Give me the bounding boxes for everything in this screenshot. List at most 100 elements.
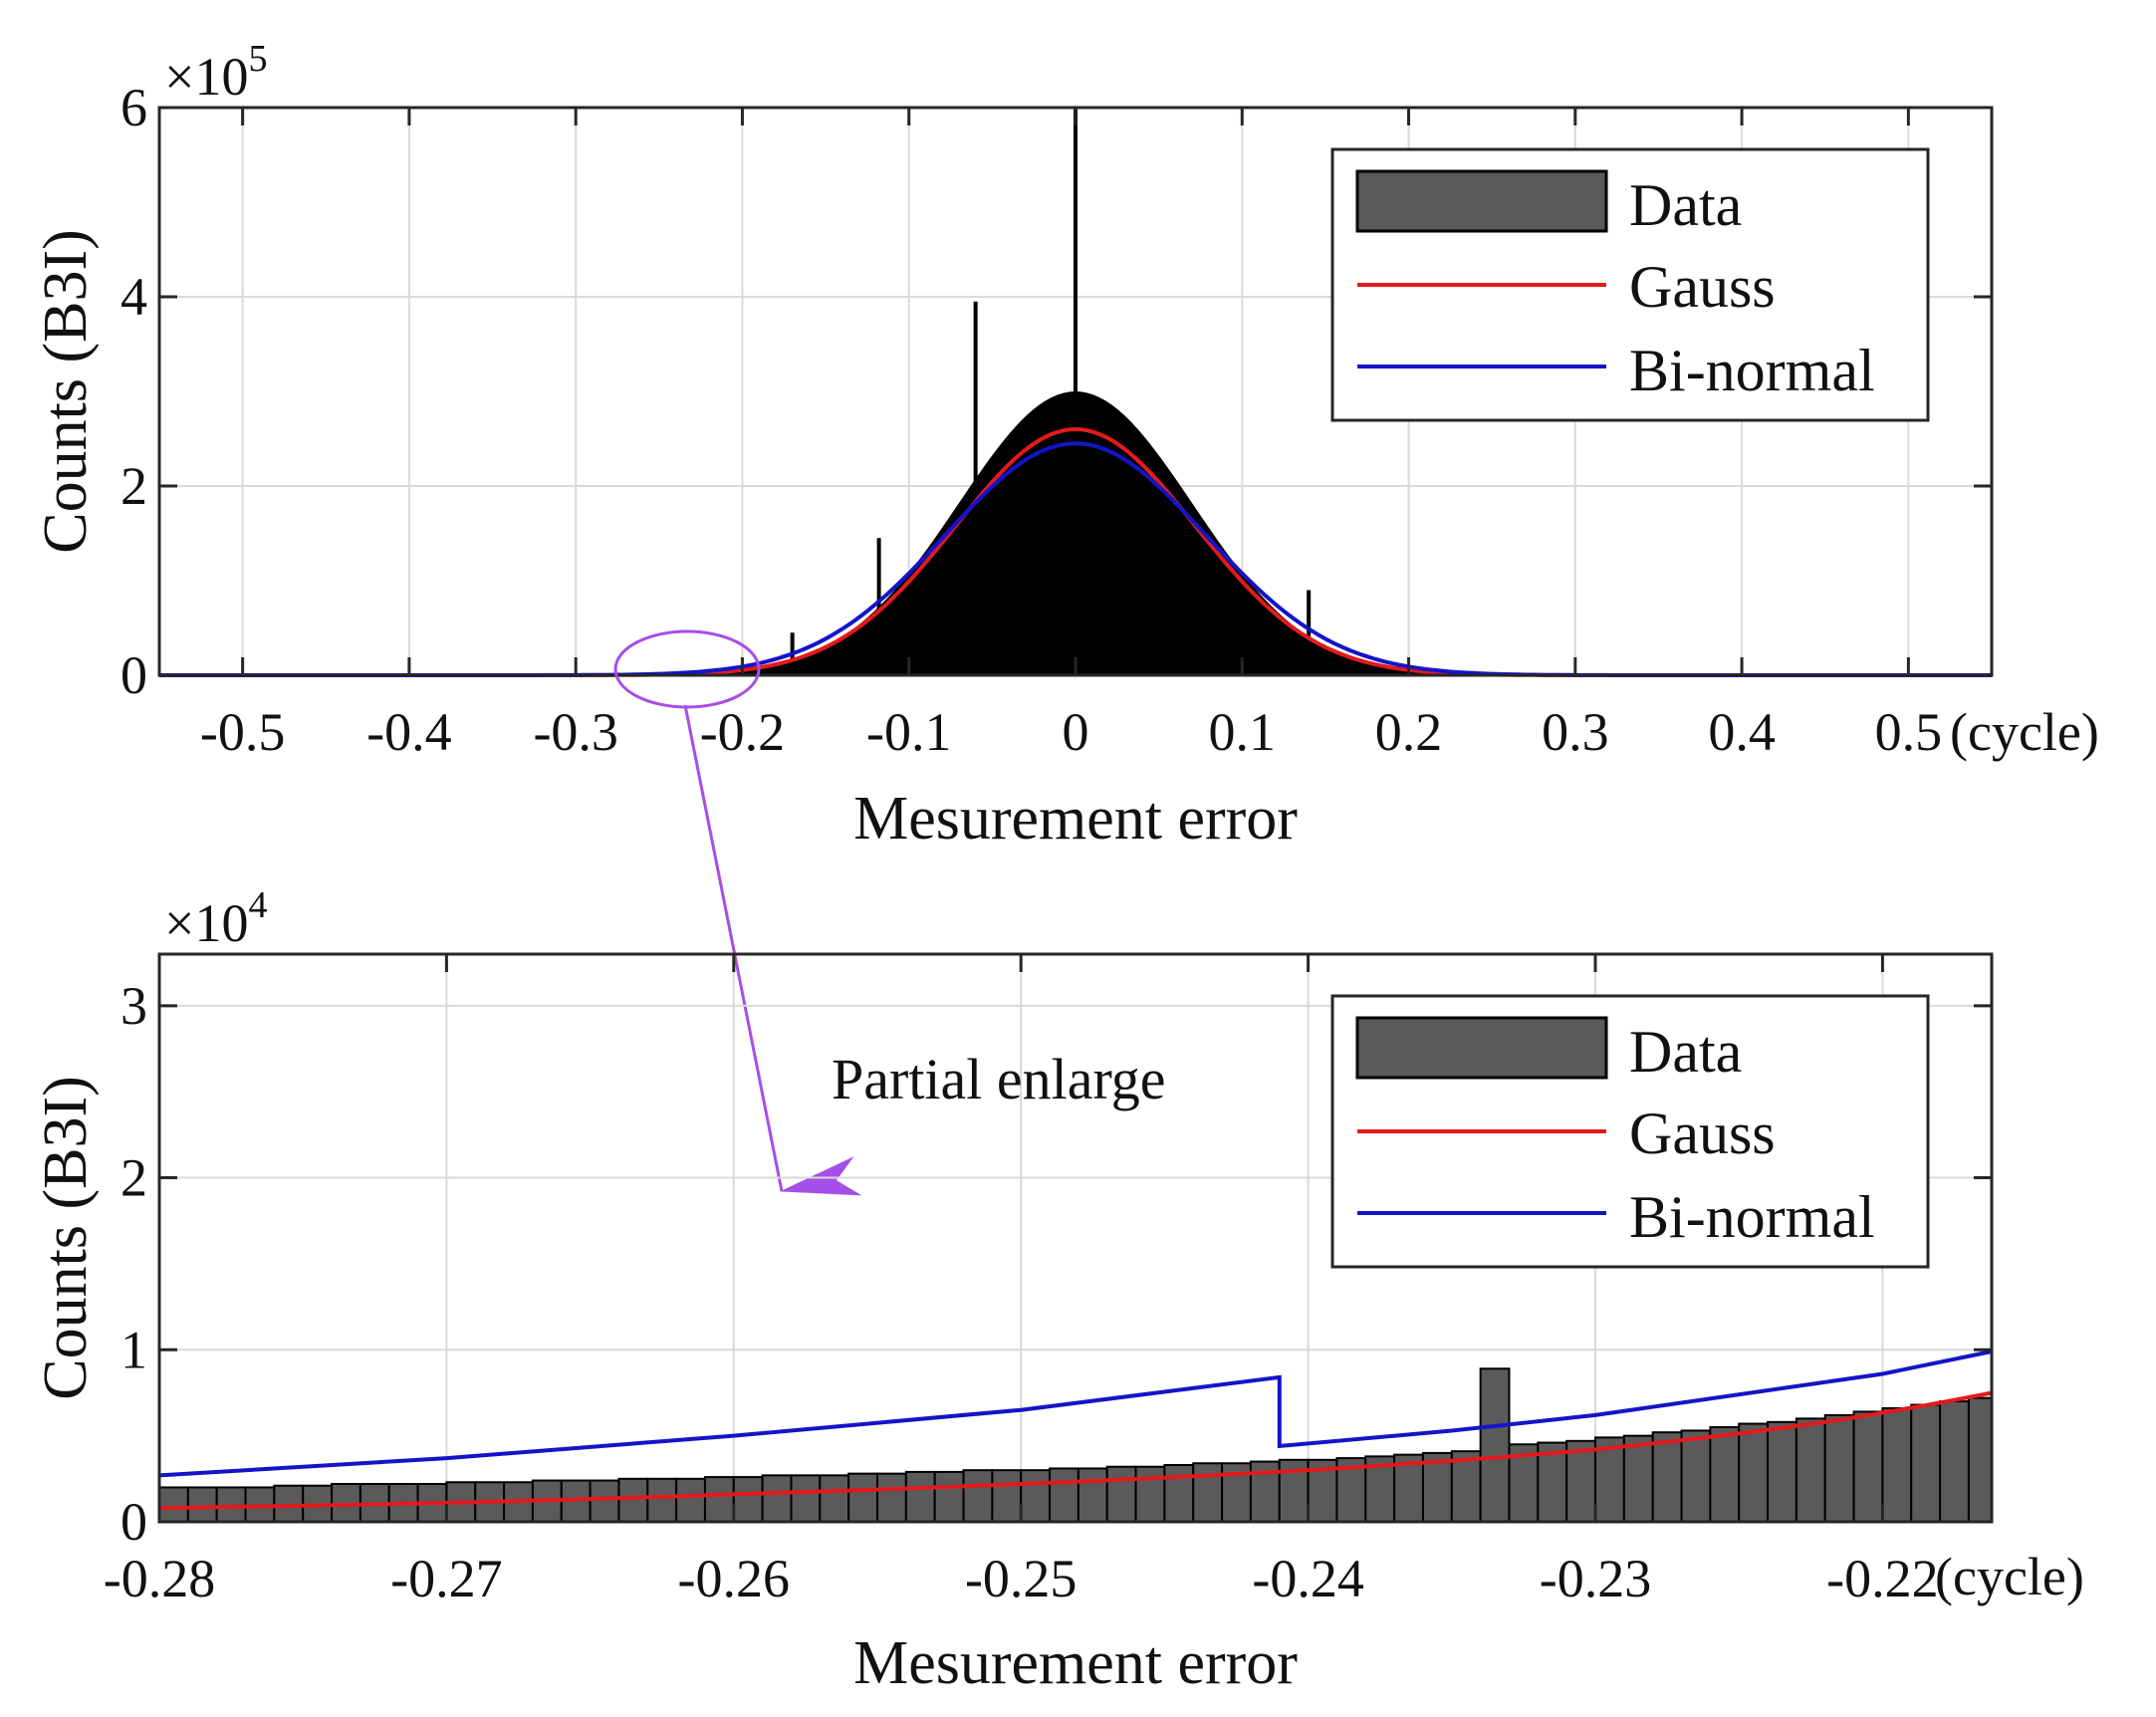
partial-enlarge-label: Partial enlarge [832, 1047, 1166, 1111]
bottom-histogram-panel: -0.28 -0.27 -0.26 -0.25 -0.24 -0.23 -0.22 0 1 2 3… [32, 884, 2084, 1697]
bottom-y-tick-labels: 0 1 2 3 [120, 976, 147, 1552]
bottom-histogram-bar [1594, 1436, 1625, 1524]
bottom-histogram-bar [1709, 1426, 1741, 1523]
bottom-histogram-bar [790, 1474, 822, 1524]
bottom-histogram-bar [215, 1486, 247, 1524]
top-y-tick-label: 2 [120, 456, 147, 516]
bottom-histogram-bar [1020, 1469, 1052, 1523]
bot-y-tick-label: 3 [120, 976, 147, 1036]
bottom-histogram-bar [1852, 1410, 1884, 1524]
bottom-binormal-line [158, 1349, 1993, 1478]
bottom-x-axis-title: Mesurement error [853, 1629, 1298, 1697]
top-x-tick-label: -0.5 [200, 702, 285, 762]
bottom-histogram-bar [1823, 1413, 1855, 1523]
bottom-histogram-bar [703, 1476, 735, 1524]
bottom-histogram-bar [1163, 1464, 1195, 1523]
bottom-histogram-bar [1049, 1467, 1079, 1524]
bottom-histogram-bar [675, 1477, 706, 1524]
top-x-tick-label: 0.5 [1875, 702, 1943, 762]
bottom-histogram-bar [876, 1472, 907, 1523]
top-legend: Data Gauss Bi-normal [1330, 147, 1930, 422]
top-x-tick-label: 0 [1063, 702, 1089, 762]
bottom-x-unit: (cycle) [1935, 1547, 2084, 1606]
bot-x-tick-label: -0.27 [390, 1549, 502, 1608]
bottom-histogram-bar [617, 1477, 649, 1524]
top-x-tick-labels: -0.5 -0.4 -0.3 -0.2 -0.1 0 0.1 0.2 0.3 0.4 0.5 [200, 702, 1942, 762]
bottom-histogram-bar [1910, 1403, 1942, 1523]
bottom-y-axis-title: Counts (B3I) [32, 1076, 100, 1400]
top-y-axis-title: Counts (B3I) [32, 229, 100, 554]
bottom-histogram-bar [1192, 1462, 1224, 1523]
top-legend-binormal-label: Bi-normal [1629, 338, 1875, 403]
bottom-histogram-bar [904, 1470, 936, 1523]
bottom-legend: Data Gauss Bi-normal [1330, 994, 1930, 1269]
bottom-histogram-bar [646, 1477, 678, 1524]
zoom-region-ellipse [613, 629, 761, 709]
bot-x-tick-label: -0.28 [104, 1549, 215, 1608]
bottom-histogram-bar [847, 1472, 879, 1523]
bottom-histogram-bar [1077, 1467, 1108, 1524]
bottom-histogram-bar [1134, 1465, 1166, 1524]
top-legend-data-swatch [1355, 169, 1608, 233]
top-x-tick-label: 0.3 [1542, 702, 1609, 762]
top-legend-data-label: Data [1629, 172, 1742, 238]
bottom-histogram-bar [1421, 1451, 1453, 1523]
top-x-tick-label: -0.2 [700, 702, 785, 762]
bot-y-tick-label: 2 [120, 1148, 147, 1208]
top-tick-marks [159, 106, 1992, 677]
bottom-histogram-bar [962, 1469, 994, 1523]
bottom-histogram-bar [1767, 1420, 1797, 1524]
bot-x-tick-label: -0.24 [1252, 1549, 1363, 1608]
zoom-arrow [683, 704, 862, 1196]
bottom-histogram-bar [1967, 1396, 1993, 1523]
bottom-histogram-bar [1622, 1434, 1654, 1523]
top-x-tick-label: 0.1 [1209, 702, 1277, 762]
bottom-histogram-bar [933, 1470, 965, 1523]
bottom-legend-data-label: Data [1629, 1019, 1742, 1085]
bottom-histogram-bar [1651, 1431, 1683, 1523]
top-y-tick-label: 6 [120, 78, 147, 137]
top-x-unit: (cycle) [1950, 702, 2099, 762]
top-x-tick-label: -0.4 [366, 702, 451, 762]
bot-x-tick-label: -0.23 [1540, 1549, 1651, 1608]
top-histogram-panel: -0.5 -0.4 -0.3 -0.2 -0.1 0 0.1 0.2 0.3 0.4 0.5 0 2 4… [32, 38, 2099, 853]
bot-y-tick-label: 1 [120, 1320, 147, 1379]
top-y-tick-labels: 0 2 4 6 [120, 78, 147, 705]
bot-x-tick-label: -0.25 [965, 1549, 1077, 1608]
top-x-tick-label: -0.3 [533, 702, 617, 762]
top-x-tick-label: -0.1 [866, 702, 951, 762]
bottom-histogram-bar [1479, 1367, 1511, 1523]
bottom-gauss-line [158, 1390, 1993, 1511]
top-x-tick-label: 0.2 [1375, 702, 1443, 762]
bottom-histogram-bar [1795, 1417, 1826, 1524]
bottom-histogram-bar [1738, 1422, 1770, 1523]
top-x-axis-title: Mesurement error [853, 785, 1298, 853]
bottom-axes-frame [157, 952, 1994, 1524]
bot-x-tick-label: -0.26 [678, 1549, 790, 1608]
bottom-legend-binormal-label: Bi-normal [1629, 1184, 1875, 1250]
bottom-histogram-bar [991, 1469, 1023, 1523]
bottom-histogram-bar [1881, 1407, 1913, 1523]
bottom-histogram-bar [1680, 1429, 1712, 1524]
bottom-histogram-bar [186, 1486, 218, 1524]
top-y-tick-label: 4 [120, 267, 147, 327]
bottom-histogram-bar [732, 1476, 764, 1524]
top-x-tick-label: 0.4 [1708, 702, 1776, 762]
bot-y-tick-label: 0 [120, 1492, 147, 1552]
bottom-histogram-bar [819, 1474, 850, 1524]
top-y-tick-label: 0 [120, 645, 147, 705]
top-y-multiplier: ×105 [164, 38, 267, 107]
bot-x-tick-label: -0.22 [1826, 1549, 1938, 1608]
bottom-histogram-bar [158, 1486, 189, 1524]
bottom-fit-lines [158, 1349, 1993, 1511]
top-legend-gauss-label: Gauss [1629, 254, 1776, 320]
bottom-legend-data-swatch [1355, 1016, 1608, 1080]
bottom-histogram-bar [1939, 1400, 1970, 1524]
bottom-tick-marks [157, 954, 1992, 1524]
bottom-histogram-bar [1105, 1465, 1137, 1524]
bottom-x-tick-labels: -0.28 -0.27 -0.26 -0.25 -0.24 -0.23 -0.22 [104, 1549, 1939, 1608]
bottom-histogram-bar [589, 1479, 620, 1523]
top-spikes [790, 108, 1312, 675]
bottom-histogram-bar [761, 1474, 793, 1524]
